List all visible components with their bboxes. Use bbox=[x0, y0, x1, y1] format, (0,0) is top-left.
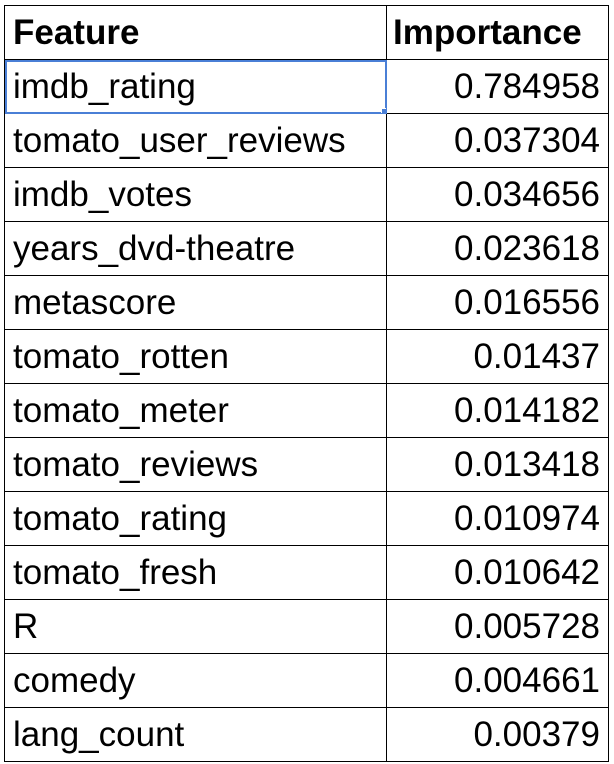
table-row: tomato_user_reviews 0.037304 bbox=[4, 113, 609, 168]
importance-cell[interactable]: 0.034656 bbox=[386, 167, 609, 222]
importance-cell[interactable]: 0.784958 bbox=[386, 59, 609, 114]
importance-cell[interactable]: 0.010974 bbox=[386, 491, 609, 546]
importance-cell[interactable]: 0.023618 bbox=[386, 221, 609, 276]
feature-importance-table: Feature Importance imdb_rating 0.784958 … bbox=[4, 5, 609, 762]
table-row: imdb_votes 0.034656 bbox=[4, 167, 609, 222]
importance-cell[interactable]: 0.014182 bbox=[386, 383, 609, 438]
feature-cell[interactable]: tomato_fresh bbox=[4, 545, 387, 600]
table-row: years_dvd-theatre 0.023618 bbox=[4, 221, 609, 276]
table-row: tomato_rotten 0.01437 bbox=[4, 329, 609, 384]
importance-cell[interactable]: 0.004661 bbox=[386, 653, 609, 708]
feature-cell[interactable]: R bbox=[4, 599, 387, 654]
table-row: metascore 0.016556 bbox=[4, 275, 609, 330]
table-row: tomato_fresh 0.010642 bbox=[4, 545, 609, 600]
header-importance[interactable]: Importance bbox=[386, 5, 609, 60]
feature-cell[interactable]: lang_count bbox=[4, 707, 387, 762]
importance-cell[interactable]: 0.00379 bbox=[386, 707, 609, 762]
importance-cell[interactable]: 0.037304 bbox=[386, 113, 609, 168]
table-row: lang_count 0.00379 bbox=[4, 707, 609, 762]
fill-handle[interactable] bbox=[381, 108, 386, 113]
feature-cell-selected[interactable]: imdb_rating bbox=[4, 59, 387, 114]
feature-cell[interactable]: tomato_user_reviews bbox=[4, 113, 387, 168]
feature-cell[interactable]: tomato_rotten bbox=[4, 329, 387, 384]
table-row: tomato_rating 0.010974 bbox=[4, 491, 609, 546]
feature-cell[interactable]: metascore bbox=[4, 275, 387, 330]
header-feature[interactable]: Feature bbox=[4, 5, 387, 60]
feature-cell[interactable]: tomato_reviews bbox=[4, 437, 387, 492]
feature-cell[interactable]: tomato_meter bbox=[4, 383, 387, 438]
table-row: comedy 0.004661 bbox=[4, 653, 609, 708]
table-row: R 0.005728 bbox=[4, 599, 609, 654]
feature-cell[interactable]: comedy bbox=[4, 653, 387, 708]
feature-cell[interactable]: imdb_votes bbox=[4, 167, 387, 222]
feature-cell[interactable]: tomato_rating bbox=[4, 491, 387, 546]
feature-cell[interactable]: years_dvd-theatre bbox=[4, 221, 387, 276]
importance-cell[interactable]: 0.005728 bbox=[386, 599, 609, 654]
table-row: tomato_reviews 0.013418 bbox=[4, 437, 609, 492]
table-row: imdb_rating 0.784958 bbox=[4, 59, 609, 114]
importance-cell[interactable]: 0.01437 bbox=[386, 329, 609, 384]
importance-cell[interactable]: 0.016556 bbox=[386, 275, 609, 330]
feature-cell-text: imdb_rating bbox=[13, 67, 196, 106]
table-body: imdb_rating 0.784958 tomato_user_reviews… bbox=[4, 59, 609, 762]
table-row: tomato_meter 0.014182 bbox=[4, 383, 609, 438]
importance-cell[interactable]: 0.013418 bbox=[386, 437, 609, 492]
header-row: Feature Importance bbox=[4, 5, 609, 60]
importance-cell[interactable]: 0.010642 bbox=[386, 545, 609, 600]
